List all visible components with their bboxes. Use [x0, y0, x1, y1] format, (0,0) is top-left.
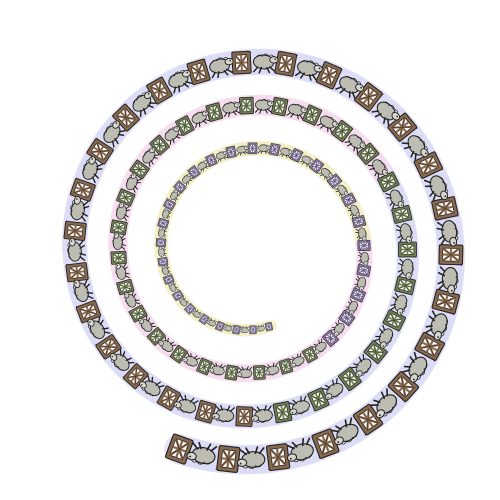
- fence-gate-icon: [109, 219, 129, 236]
- fence-gate-icon: [357, 239, 371, 252]
- fence-gate-icon: [265, 442, 292, 472]
- fence-gate-icon: [155, 237, 167, 248]
- fence-gate-icon: [264, 321, 274, 332]
- fence-gate-icon: [231, 324, 242, 335]
- fence-gate-icon: [397, 241, 418, 258]
- fence-gate-icon: [62, 220, 88, 242]
- fence-gate-icon: [247, 142, 258, 155]
- fence-gate-icon: [272, 400, 293, 424]
- fence-gate-icon: [230, 50, 253, 76]
- fence-gate-icon: [249, 325, 257, 335]
- fence-gate-icon: [437, 243, 464, 266]
- fence-gate-icon: [157, 256, 169, 267]
- fence-gate-icon: [110, 250, 128, 266]
- fence-gate-icon: [273, 50, 298, 78]
- fence-gate-icon: [224, 364, 240, 382]
- fence-gate-icon: [252, 364, 267, 381]
- fence-gate-icon: [356, 263, 372, 278]
- fence-gate-icon: [64, 261, 90, 283]
- fence-gate-icon: [234, 405, 254, 428]
- fence-gate-icon: [215, 444, 242, 474]
- fence-gate-icon: [238, 96, 255, 115]
- fence-gate-icon: [270, 96, 289, 117]
